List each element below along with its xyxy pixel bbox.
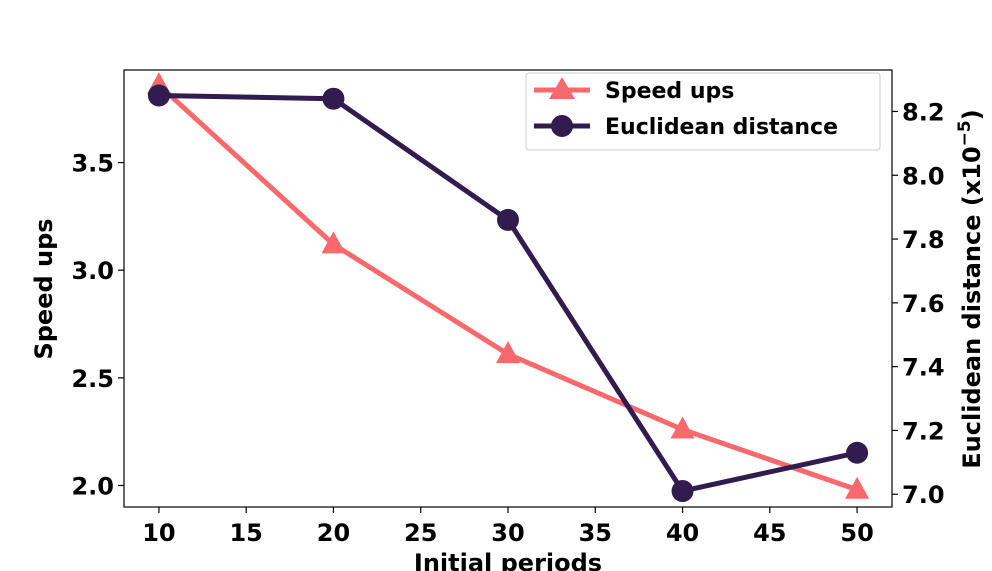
data-point-triangle [321, 231, 346, 254]
legend-label-speed-ups: Speed ups [605, 79, 734, 104]
left-y-tick-label: 3.5 [71, 150, 114, 178]
x-tick-label: 20 [317, 519, 350, 547]
x-tick-label: 40 [666, 519, 699, 547]
right-y-tick-label: 7.6 [902, 290, 945, 318]
legend-label-euclidean: Euclidean distance [605, 115, 838, 140]
right-y-axis-ticks: 7.0 7.2 7.4 7.6 7.8 8.0 8.2 [892, 98, 945, 509]
legend-marker-triangle-icon [549, 77, 575, 99]
data-point-circle [147, 84, 170, 107]
right-y-axis-title-close: ) [958, 109, 986, 120]
data-point-circle [671, 480, 694, 503]
right-y-axis-title: Euclidean distance (x10−5) [955, 109, 986, 468]
x-tick-label: 35 [579, 519, 612, 547]
data-point-circle [846, 441, 869, 464]
right-y-tick-label: 7.4 [902, 354, 945, 382]
x-tick-label: 10 [142, 519, 175, 547]
right-y-tick-label: 7.0 [902, 481, 945, 509]
right-y-tick-label: 7.2 [902, 417, 945, 445]
left-y-tick-label: 2.5 [71, 365, 114, 393]
right-y-tick-label: 7.8 [902, 226, 945, 254]
right-y-tick-label: 8.0 [902, 162, 945, 190]
series-layer [146, 72, 870, 503]
data-point-triangle [496, 341, 520, 364]
x-axis-ticks: 10 15 20 25 30 35 40 45 50 [142, 507, 874, 547]
x-tick-label: 25 [404, 519, 437, 547]
series-line-1 [158, 93, 858, 494]
left-y-axis-ticks: 2.0 2.5 3.0 3.5 [71, 150, 124, 500]
legend-marker-circle-icon [551, 115, 573, 137]
x-tick-label: 50 [840, 519, 873, 547]
left-y-axis-title: Speed ups [30, 218, 58, 359]
legend: Speed ups Euclidean distance [525, 72, 881, 151]
x-axis-title: Initial periods [414, 549, 602, 571]
data-point-triangle [845, 476, 870, 499]
data-point-triangle [670, 416, 695, 439]
x-tick-label: 45 [753, 519, 786, 547]
right-y-axis-title-exponent: −5 [955, 120, 975, 146]
legend-box [525, 72, 881, 151]
data-point-circle [322, 87, 345, 110]
x-tick-label: 15 [229, 519, 262, 547]
right-y-tick-label: 8.2 [902, 98, 945, 126]
right-y-axis-title-main: Euclidean distance (x10 [958, 146, 986, 468]
left-y-tick-label: 3.0 [71, 257, 114, 285]
data-point-circle [497, 208, 519, 231]
left-y-tick-label: 2.0 [71, 472, 114, 500]
x-tick-label: 30 [491, 519, 524, 547]
